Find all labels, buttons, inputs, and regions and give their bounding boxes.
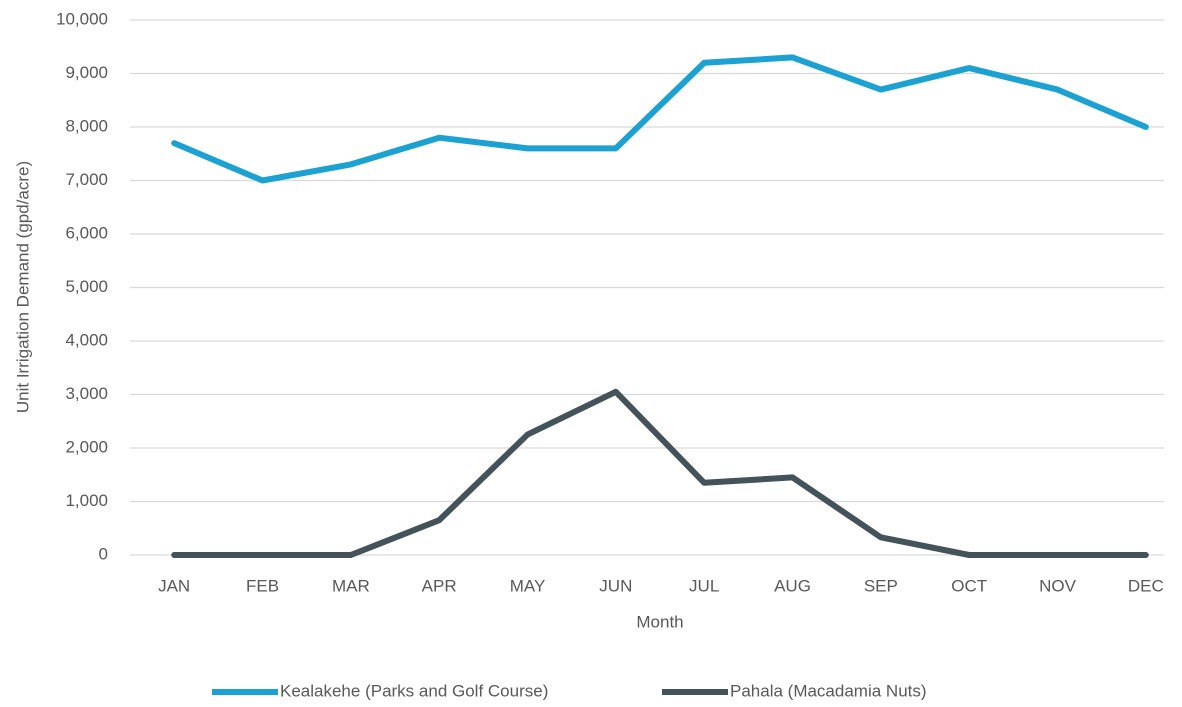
- y-tick-label: 4,000: [65, 330, 108, 349]
- x-tick-label: JUN: [599, 576, 632, 595]
- legend-label-2: Pahala (Macadamia Nuts): [730, 681, 927, 700]
- series-line-2: [171, 388, 1149, 558]
- y-tick-label: 1,000: [65, 491, 108, 510]
- legend-label-1: Kealakehe (Parks and Golf Course): [280, 681, 548, 700]
- legend: Kealakehe (Parks and Golf Course) Pahala …: [212, 681, 927, 700]
- series-line-1: [171, 54, 1149, 184]
- x-tick-label: SEP: [864, 576, 898, 595]
- y-tick-label: 5,000: [65, 277, 108, 296]
- y-tick-label: 2,000: [65, 437, 108, 456]
- y-tick-label: 3,000: [65, 384, 108, 403]
- x-tick-label: JUL: [689, 576, 719, 595]
- x-axis-title: Month: [636, 612, 683, 631]
- x-tick-label: FEB: [246, 576, 279, 595]
- y-tick-label: 8,000: [65, 116, 108, 135]
- x-axis-tick-labels: JAN FEB MAR APR MAY JUN JUL AUG SEP OCT NOV DEC: [158, 576, 1164, 595]
- x-tick-label: DEC: [1128, 576, 1164, 595]
- y-tick-label: 9,000: [65, 63, 108, 82]
- y-tick-label: 6,000: [65, 223, 108, 242]
- gridlines: [130, 19, 1164, 556]
- y-axis-title: Unit Irrigation Demand (gpd/acre): [13, 161, 32, 413]
- x-tick-label: JAN: [158, 576, 190, 595]
- x-tick-label: APR: [422, 576, 457, 595]
- x-tick-label: MAY: [510, 576, 546, 595]
- y-tick-label: 7,000: [65, 170, 108, 189]
- y-tick-label: 0: [99, 544, 108, 563]
- x-tick-label: AUG: [774, 576, 811, 595]
- x-tick-label: MAR: [332, 576, 370, 595]
- x-tick-label: NOV: [1039, 576, 1077, 595]
- y-tick-label: 10,000: [56, 9, 108, 28]
- series-lines: [171, 54, 1149, 558]
- y-axis-tick-labels: 0 1,000 2,000 3,000 4,000 5,000 6,000 7,000 8,00…: [56, 9, 108, 563]
- x-tick-label: OCT: [951, 576, 987, 595]
